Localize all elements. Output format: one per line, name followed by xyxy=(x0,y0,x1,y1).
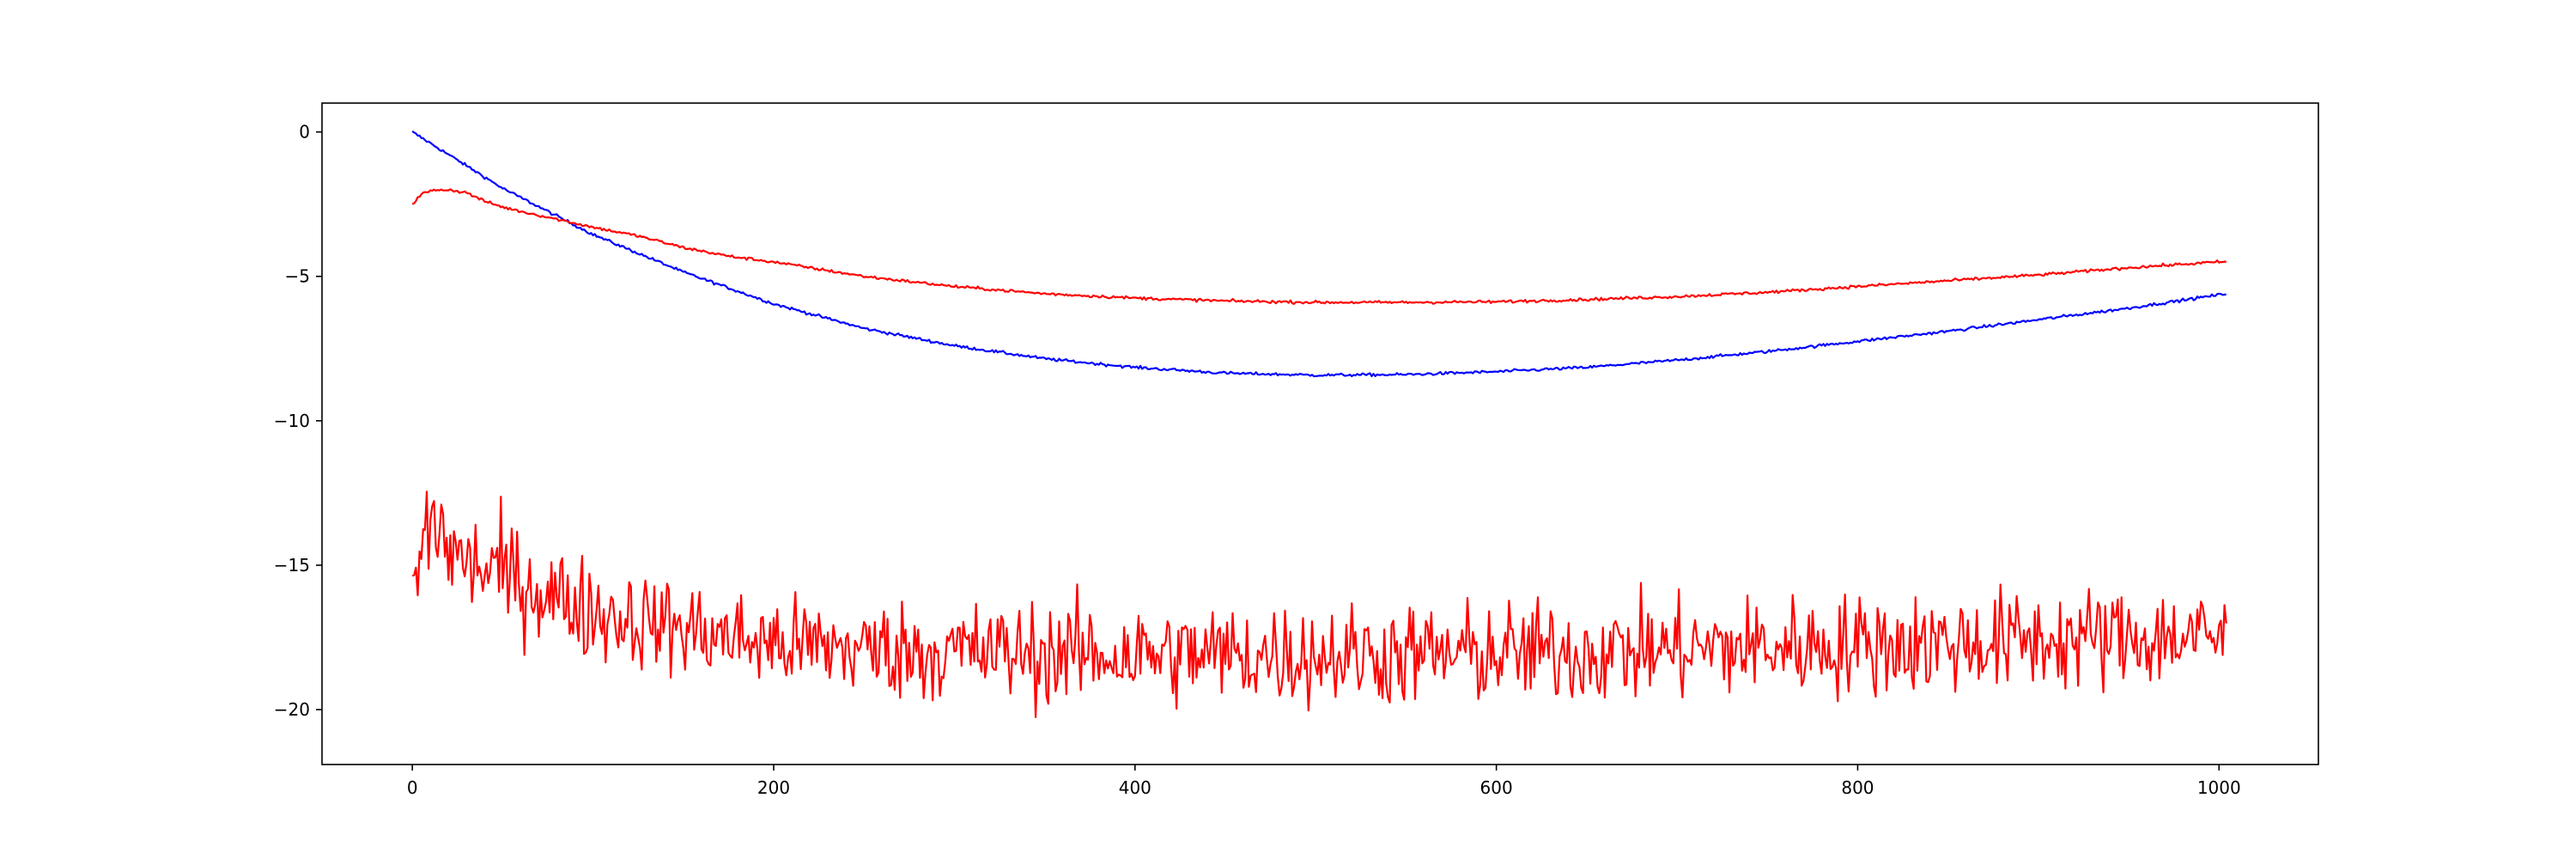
y-tick-label: −15 xyxy=(274,555,310,576)
x-tick-label: 800 xyxy=(1841,777,1874,798)
series-line-1 xyxy=(411,130,2227,378)
axes-frame xyxy=(321,102,2319,765)
y-tick-label: −20 xyxy=(274,699,310,720)
x-tick-label: 400 xyxy=(1119,777,1151,798)
y-tick-label: −5 xyxy=(285,266,310,287)
series-line-2 xyxy=(411,188,2227,305)
plot-area xyxy=(322,103,2318,765)
y-tick-label: 0 xyxy=(299,122,310,143)
y-tick-label: −10 xyxy=(274,411,310,431)
x-tick-label: 200 xyxy=(757,777,790,798)
x-tick-label: 0 xyxy=(407,777,418,798)
y-axis: 0 −5 −10 −15 −20 xyxy=(274,122,322,720)
x-tick-label: 600 xyxy=(1480,777,1513,798)
x-tick-label: 1000 xyxy=(2197,777,2241,798)
series-layer xyxy=(411,130,2227,718)
x-axis: 0 200 400 600 800 1000 xyxy=(407,765,2241,798)
series-line-3 xyxy=(411,490,2227,718)
